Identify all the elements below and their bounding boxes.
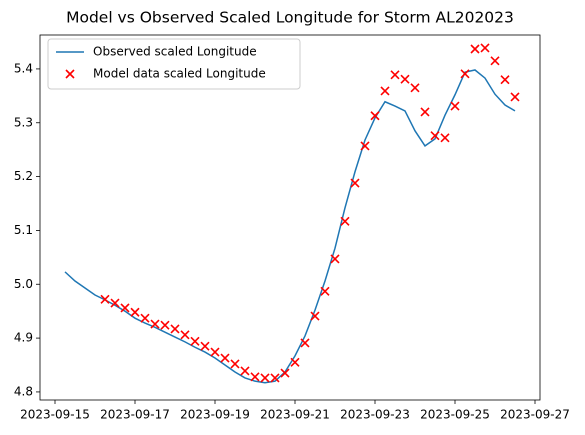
data-point bbox=[160, 320, 170, 330]
data-point bbox=[330, 254, 340, 264]
data-point bbox=[220, 353, 230, 363]
x-tick-label: 2023-09-25 bbox=[420, 408, 490, 422]
data-point bbox=[440, 133, 450, 143]
data-point bbox=[370, 111, 380, 121]
data-point bbox=[190, 336, 200, 346]
data-point bbox=[210, 347, 220, 357]
data-point bbox=[480, 43, 490, 53]
y-tick-label: 5.0 bbox=[14, 277, 33, 291]
data-point bbox=[460, 69, 470, 79]
data-point bbox=[340, 216, 350, 226]
data-point bbox=[490, 56, 500, 66]
y-tick-label: 5.3 bbox=[14, 115, 33, 129]
x-tick-label: 2023-09-21 bbox=[260, 408, 330, 422]
x-tick-label: 2023-09-19 bbox=[180, 408, 250, 422]
data-point bbox=[350, 178, 360, 188]
data-point bbox=[410, 83, 420, 93]
x-tick-label: 2023-09-17 bbox=[100, 408, 170, 422]
x-tick-label: 2023-09-23 bbox=[340, 408, 410, 422]
data-point bbox=[280, 368, 290, 378]
data-point bbox=[390, 70, 400, 80]
data-point bbox=[170, 324, 180, 334]
data-point bbox=[250, 372, 260, 382]
legend-label: Model data scaled Longitude bbox=[93, 67, 266, 81]
legend-box bbox=[47, 38, 301, 90]
data-point bbox=[290, 357, 300, 367]
data-point bbox=[110, 298, 120, 308]
chart-title: Model vs Observed Scaled Longitude for S… bbox=[66, 9, 514, 27]
y-tick-label: 5.4 bbox=[14, 61, 33, 75]
data-point bbox=[470, 44, 480, 54]
data-point bbox=[310, 311, 320, 321]
plot-frame bbox=[39, 34, 541, 401]
data-line bbox=[64, 69, 516, 384]
data-point bbox=[120, 303, 130, 313]
data-point bbox=[420, 107, 430, 117]
data-point bbox=[200, 341, 210, 351]
y-tick-label: 5.2 bbox=[14, 169, 33, 183]
data-point bbox=[130, 307, 140, 317]
data-point bbox=[320, 286, 330, 296]
x-tick-label: 2023-09-27 bbox=[500, 408, 570, 422]
data-point bbox=[360, 141, 370, 151]
data-point bbox=[240, 366, 250, 376]
legend-label: Observed scaled Longitude bbox=[93, 45, 257, 59]
y-tick-label: 5.1 bbox=[14, 223, 33, 237]
legend-swatch bbox=[65, 69, 75, 79]
data-point bbox=[230, 359, 240, 369]
data-point bbox=[180, 330, 190, 340]
data-point bbox=[380, 86, 390, 96]
data-point bbox=[140, 313, 150, 323]
data-point bbox=[270, 373, 280, 383]
y-tick-label: 4.9 bbox=[14, 331, 33, 345]
data-point bbox=[150, 319, 160, 329]
data-point bbox=[300, 338, 310, 348]
data-point bbox=[400, 74, 410, 84]
data-point bbox=[500, 75, 510, 85]
data-point bbox=[260, 373, 270, 383]
x-tick-label: 2023-09-15 bbox=[20, 408, 90, 422]
data-point bbox=[100, 294, 110, 304]
data-point bbox=[510, 92, 520, 102]
data-point bbox=[450, 101, 460, 111]
data-point bbox=[430, 131, 440, 141]
y-tick-label: 4.8 bbox=[14, 384, 33, 398]
